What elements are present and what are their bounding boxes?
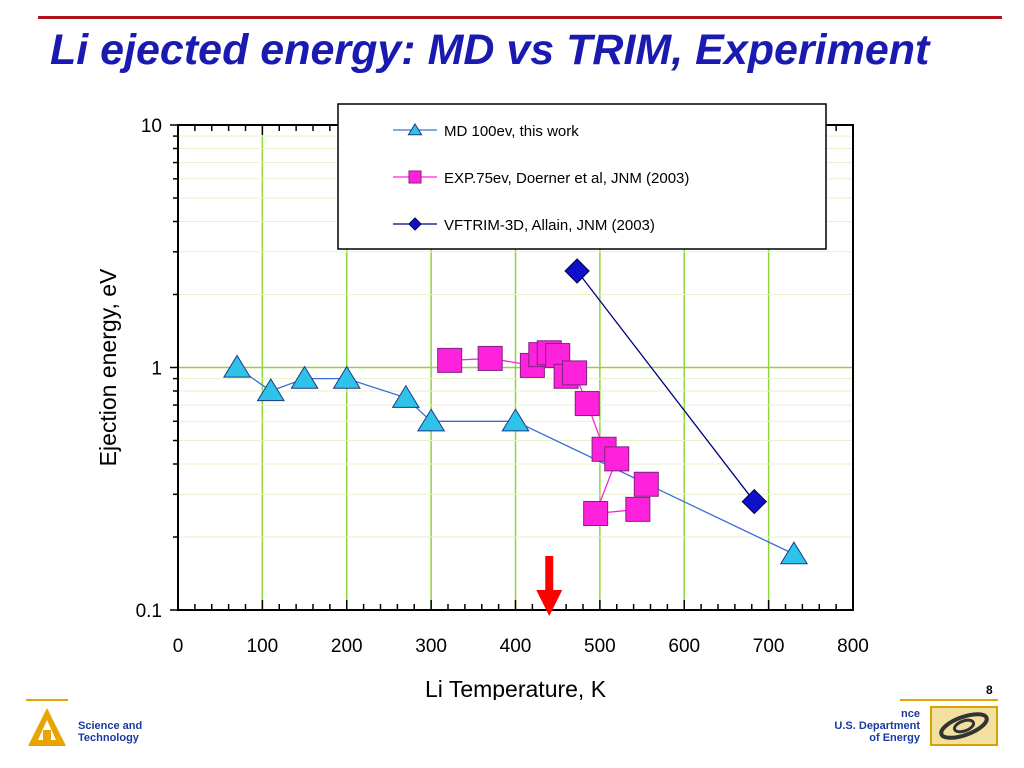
- temperature-arrow-icon: [536, 590, 563, 616]
- legend-marker-trim: [408, 217, 422, 231]
- md-data-point: [222, 354, 252, 378]
- exp-data-point: [633, 471, 659, 497]
- md-data-point: [417, 408, 446, 432]
- y-axis-label: Ejection energy, eV: [95, 268, 121, 466]
- legend-label-exp: EXP.75ev, Doerner et al, JNM (2003): [444, 170, 689, 187]
- exp-data-point: [574, 391, 600, 417]
- exp-data-point: [625, 496, 651, 522]
- trim-data-point: [564, 258, 590, 284]
- x-tick-label: 0: [173, 636, 184, 657]
- slide-title: Li ejected energy: MD vs TRIM, Experimen…: [50, 26, 930, 74]
- trim-series-line: [576, 270, 755, 502]
- x-tick-label: 100: [247, 636, 279, 657]
- page-number: 8: [986, 683, 993, 697]
- exp-data-point: [437, 347, 463, 373]
- chart-legend: MD 100ev, this work EXP.75ev, Doerner et …: [337, 103, 827, 250]
- legend-label-trim: VFTRIM-3D, Allain, JNM (2003): [444, 217, 655, 234]
- footer-rule-left: [26, 699, 68, 701]
- md-data-point: [501, 408, 530, 432]
- y-tick-label: 0.1: [136, 601, 162, 622]
- exp-data-point: [477, 345, 503, 371]
- exp-data-point: [604, 446, 630, 472]
- x-axis-label: Li Temperature, K: [425, 676, 607, 700]
- footer-left-text: Science and Technology: [78, 720, 143, 744]
- footer-rule-right: [900, 699, 998, 701]
- title-rule: [38, 16, 1002, 19]
- temperature-arrow-shaft: [545, 556, 554, 594]
- md-data-point: [290, 365, 319, 389]
- x-tick-label: 800: [837, 636, 869, 657]
- argonne-logo-icon: [28, 708, 66, 746]
- doe-logo-icon: [930, 706, 998, 746]
- x-tick-label: 300: [415, 636, 447, 657]
- legend-marker-md: [407, 123, 423, 136]
- legend-marker-exp: [408, 170, 422, 184]
- x-tick-label: 500: [584, 636, 616, 657]
- exp-data-point: [583, 500, 609, 526]
- x-tick-label: 200: [331, 636, 363, 657]
- x-tick-label: 700: [753, 636, 785, 657]
- x-tick-label: 400: [500, 636, 532, 657]
- footer-right-text: nce U.S. Department of Energy: [834, 708, 920, 744]
- exp-series-line: [449, 352, 647, 515]
- exp-data-point: [562, 360, 588, 386]
- x-tick-label: 600: [668, 636, 700, 657]
- y-tick-label: 1: [151, 359, 162, 380]
- md-data-point: [256, 378, 285, 402]
- legend-label-md: MD 100ev, this work: [444, 123, 579, 140]
- ejection-energy-chart: 0 100 200 300 400 500 600 700 800 0.1 1 10 Li Temper…: [95, 103, 869, 700]
- y-tick-label: 10: [141, 116, 162, 137]
- trim-data-point: [741, 488, 767, 515]
- md-data-point: [332, 365, 361, 389]
- md-data-point: [391, 384, 420, 408]
- md-data-point: [779, 541, 809, 565]
